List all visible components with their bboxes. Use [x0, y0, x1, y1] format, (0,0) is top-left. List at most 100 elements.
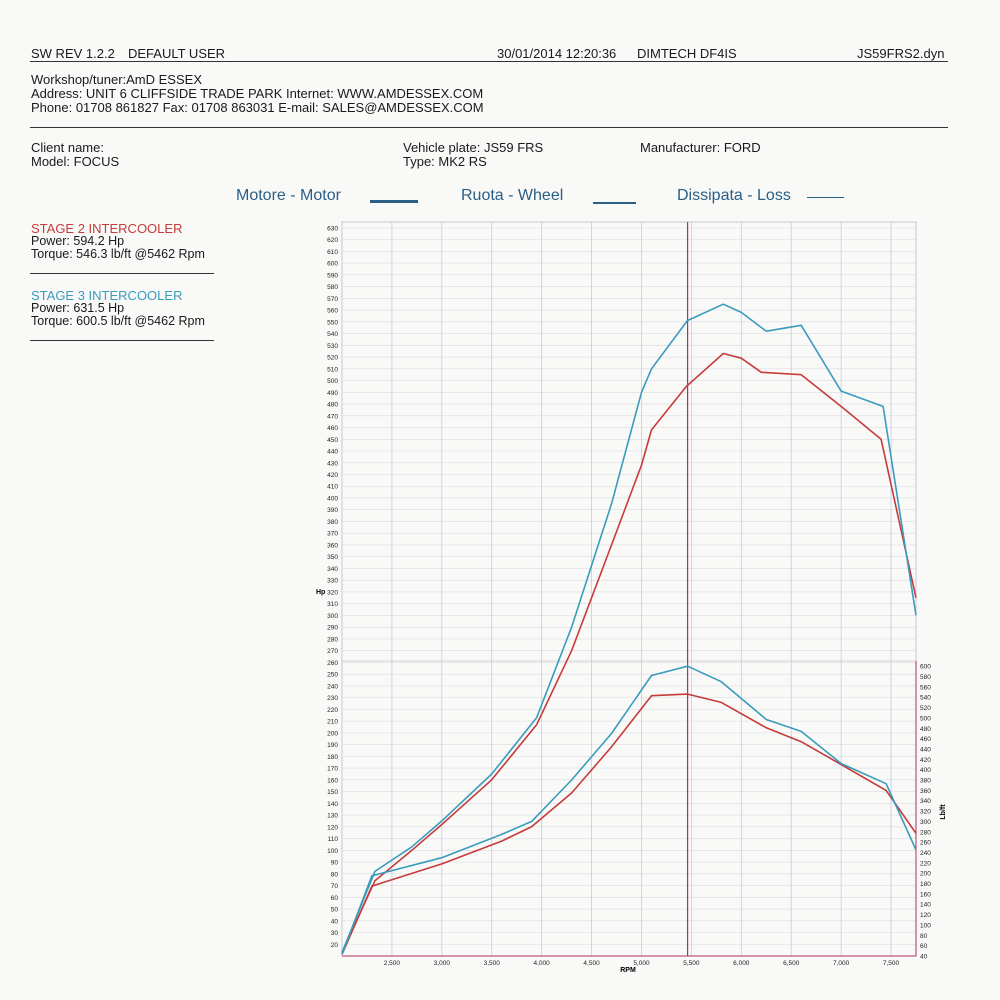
y-right-tick-label: 540 — [920, 695, 931, 702]
y-tick-label: 460 — [327, 425, 338, 432]
client-name-label: Client name: — [31, 140, 104, 155]
run-1-torque: Torque: 546.3 lb/ft @5462 Rpm — [31, 247, 205, 261]
y-tick-label: 390 — [327, 507, 338, 514]
x-tick-label: 3,000 — [434, 960, 451, 967]
y-tick-label: 20 — [331, 942, 339, 949]
y-right-tick-label: 40 — [920, 954, 928, 961]
y-tick-label: 550 — [327, 319, 338, 326]
y-right-tick-label: 200 — [920, 871, 931, 878]
y-tick-label: 60 — [331, 895, 339, 902]
y-tick-label: 210 — [327, 719, 338, 726]
y-tick-label: 280 — [327, 636, 338, 643]
power-curve-stage-2 — [341, 352, 917, 953]
legend-wheel-label: Ruota - Wheel — [461, 187, 564, 204]
y-right-tick-label: 80 — [920, 933, 928, 940]
x-tick-label: 5,000 — [633, 960, 650, 967]
y-tick-label: 260 — [327, 660, 338, 667]
y-right-tick-label: 380 — [920, 778, 931, 785]
run-2-torque: Torque: 600.5 lb/ft @5462 Rpm — [31, 314, 205, 328]
y-tick-label: 310 — [327, 601, 338, 608]
workshop-line: Workshop/tuner:AmD ESSEX — [31, 72, 202, 87]
y-right-tick-label: 560 — [920, 684, 931, 691]
y-right-tick-label: 500 — [920, 715, 931, 722]
y-tick-label: 600 — [327, 261, 338, 268]
y-tick-label: 230 — [327, 695, 338, 702]
y-tick-label: 620 — [327, 237, 338, 244]
y-tick-label: 110 — [328, 836, 339, 843]
x-tick-label: 4,000 — [534, 960, 551, 967]
run-1-rule — [30, 273, 214, 274]
y-tick-label: 360 — [327, 542, 338, 549]
workshop-rule — [30, 127, 948, 128]
y-tick-label: 370 — [327, 531, 338, 538]
y-axis-title-left: Hp — [316, 589, 325, 596]
y-tick-label: 510 — [327, 366, 338, 373]
y-right-tick-label: 120 — [920, 912, 931, 919]
y-right-tick-label: 400 — [920, 767, 931, 774]
y-tick-label: 540 — [327, 331, 338, 338]
y-tick-label: 120 — [327, 824, 338, 831]
y-tick-label: 70 — [331, 883, 339, 890]
y-right-tick-label: 520 — [920, 705, 931, 712]
y-right-tick-label: 360 — [920, 788, 931, 795]
legend-loss-label: Dissipata - Loss — [677, 187, 791, 204]
vehicle-type: Type: MK2 RS — [403, 154, 487, 169]
y-tick-label: 180 — [327, 754, 338, 761]
manufacturer: Manufacturer: FORD — [640, 140, 761, 155]
file-name: JS59FRS2.dyn — [857, 46, 945, 61]
y-tick-label: 130 — [327, 813, 338, 820]
y-tick-label: 490 — [327, 390, 338, 397]
y-right-tick-label: 460 — [920, 736, 931, 743]
sw-version: SW REV 1.2.2 — [31, 46, 115, 61]
x-axis-title: RPM — [620, 967, 636, 974]
y-tick-label: 530 — [327, 343, 338, 350]
y-tick-label: 320 — [327, 589, 338, 596]
phone-line: Phone: 01708 861827 Fax: 01708 863031 E-… — [31, 100, 484, 115]
y-right-tick-label: 420 — [920, 757, 931, 764]
y-tick-label: 630 — [327, 225, 338, 232]
y-tick-label: 220 — [327, 707, 338, 714]
legend-motor-line — [370, 200, 418, 203]
client-model: Model: FOCUS — [31, 154, 120, 169]
x-tick-label: 5,500 — [683, 960, 700, 967]
y-right-tick-label: 240 — [920, 850, 931, 857]
x-tick-label: 3,500 — [484, 960, 501, 967]
y-tick-label: 350 — [327, 554, 338, 561]
legend-wheel-line — [593, 202, 636, 204]
run-2-rule — [30, 340, 214, 341]
y-tick-label: 500 — [327, 378, 338, 385]
header-rule — [30, 61, 948, 62]
y-tick-label: 560 — [327, 308, 338, 315]
y-right-tick-label: 340 — [920, 798, 931, 805]
y-tick-label: 410 — [327, 484, 338, 491]
y-tick-label: 520 — [327, 355, 338, 362]
y-right-tick-label: 100 — [920, 922, 931, 929]
x-tick-label: 7,000 — [833, 960, 850, 967]
y-axis-title-right: Lb/ft — [940, 804, 947, 820]
address-line: Address: UNIT 6 CLIFFSIDE TRADE PARK Int… — [31, 86, 484, 101]
y-tick-label: 470 — [327, 413, 338, 420]
y-tick-label: 200 — [327, 730, 338, 737]
run-2-power: Power: 631.5 Hp — [31, 301, 125, 315]
y-tick-label: 50 — [331, 907, 339, 914]
y-right-tick-label: 440 — [920, 746, 931, 753]
y-tick-label: 450 — [327, 437, 338, 444]
y-right-tick-label: 160 — [920, 891, 931, 898]
y-right-tick-label: 580 — [920, 674, 931, 681]
torque-curve-stage-2 — [341, 693, 917, 955]
y-right-tick-label: 220 — [920, 860, 931, 867]
chart-grid — [341, 221, 917, 957]
y-right-tick-label: 600 — [920, 664, 931, 671]
run-1-title: STAGE 2 INTERCOOLER — [31, 221, 183, 236]
y-tick-label: 140 — [327, 801, 338, 808]
y-tick-label: 570 — [327, 296, 338, 303]
y-right-tick-label: 60 — [920, 943, 928, 950]
y-tick-label: 480 — [327, 402, 338, 409]
legend-loss-line — [807, 197, 844, 198]
y-tick-label: 610 — [327, 249, 338, 256]
y-tick-label: 190 — [327, 742, 338, 749]
y-tick-label: 420 — [327, 472, 338, 479]
y-tick-label: 270 — [327, 648, 338, 655]
x-tick-label: 7,500 — [883, 960, 900, 967]
y-tick-label: 40 — [331, 918, 339, 925]
